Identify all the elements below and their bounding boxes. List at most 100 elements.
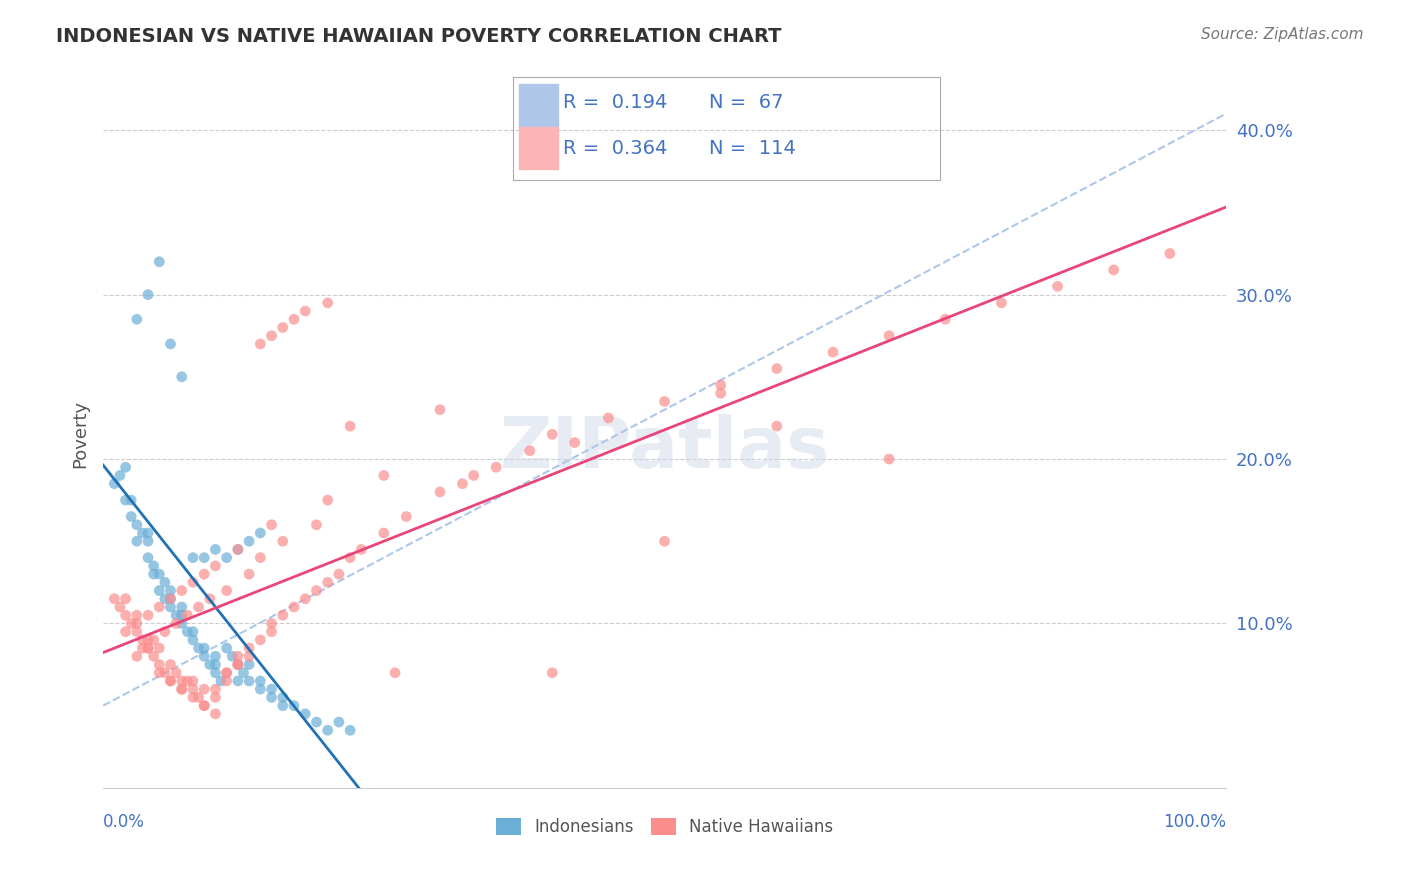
Point xyxy=(271,698,294,713)
Point xyxy=(165,665,187,680)
Y-axis label: Poverty: Poverty xyxy=(72,401,89,468)
Point xyxy=(159,673,181,688)
Text: ZIPatlas: ZIPatlas xyxy=(499,414,830,483)
Point xyxy=(176,624,198,639)
Point xyxy=(176,608,198,623)
Point xyxy=(131,526,153,541)
Point xyxy=(103,591,125,606)
Point xyxy=(204,682,226,697)
Point xyxy=(226,657,249,672)
Point xyxy=(654,394,676,409)
Point xyxy=(120,616,142,631)
Point xyxy=(305,714,328,729)
Point xyxy=(193,682,215,697)
Text: N =  67: N = 67 xyxy=(710,93,785,112)
Point xyxy=(165,608,187,623)
Point xyxy=(159,673,181,688)
Point xyxy=(136,632,159,647)
Point xyxy=(1102,263,1125,277)
Point xyxy=(159,591,181,606)
Point xyxy=(114,460,136,475)
Point xyxy=(120,509,142,524)
Text: R =  0.364: R = 0.364 xyxy=(564,138,668,158)
Point xyxy=(136,550,159,565)
Point xyxy=(260,328,283,343)
Point xyxy=(221,649,243,664)
Point xyxy=(142,558,165,573)
Point xyxy=(136,641,159,656)
Point xyxy=(226,673,249,688)
Point xyxy=(181,550,204,565)
Point xyxy=(108,599,131,614)
Point xyxy=(485,460,508,475)
Point xyxy=(153,575,176,590)
Point xyxy=(114,493,136,508)
Point xyxy=(204,649,226,664)
Point xyxy=(260,624,283,639)
Point xyxy=(193,698,215,713)
Point xyxy=(710,386,733,401)
Point xyxy=(305,583,328,598)
Point xyxy=(249,632,271,647)
Point xyxy=(181,624,204,639)
Text: 0.0%: 0.0% xyxy=(103,813,145,830)
Text: Source: ZipAtlas.com: Source: ZipAtlas.com xyxy=(1201,27,1364,42)
Point xyxy=(148,657,170,672)
Point xyxy=(260,682,283,697)
Point xyxy=(125,517,148,532)
Point xyxy=(170,682,193,697)
Point xyxy=(204,542,226,557)
Point xyxy=(541,665,564,680)
FancyBboxPatch shape xyxy=(519,127,558,169)
Point xyxy=(766,419,789,434)
Point xyxy=(238,657,260,672)
Point xyxy=(148,567,170,582)
Point xyxy=(429,484,451,499)
Point xyxy=(193,550,215,565)
Point xyxy=(125,608,148,623)
Point xyxy=(215,641,238,656)
Point xyxy=(181,575,204,590)
Point xyxy=(114,591,136,606)
Point xyxy=(148,254,170,268)
Point xyxy=(153,591,176,606)
Point xyxy=(877,328,900,343)
Point xyxy=(125,312,148,326)
Point xyxy=(125,649,148,664)
Point xyxy=(990,295,1012,310)
Point xyxy=(215,583,238,598)
Point xyxy=(395,509,418,524)
Point xyxy=(226,542,249,557)
Point xyxy=(114,624,136,639)
Point xyxy=(204,706,226,721)
Point xyxy=(193,649,215,664)
Point xyxy=(170,583,193,598)
Point xyxy=(328,567,350,582)
Point xyxy=(125,534,148,549)
Point xyxy=(125,616,148,631)
Point xyxy=(260,616,283,631)
Point xyxy=(148,665,170,680)
Point xyxy=(193,567,215,582)
Point xyxy=(181,682,204,697)
Point xyxy=(170,673,193,688)
Point xyxy=(159,337,181,351)
Point xyxy=(339,723,361,738)
Point xyxy=(181,690,204,705)
Point xyxy=(1046,279,1069,293)
Point xyxy=(181,673,204,688)
Point xyxy=(350,542,373,557)
Point xyxy=(142,632,165,647)
Point xyxy=(463,468,485,483)
Point xyxy=(165,616,187,631)
Point xyxy=(238,649,260,664)
Point xyxy=(193,698,215,713)
Point xyxy=(204,690,226,705)
Point xyxy=(564,435,586,450)
Point xyxy=(170,682,193,697)
Point xyxy=(232,665,254,680)
Point xyxy=(384,665,406,680)
Point xyxy=(249,550,271,565)
Point xyxy=(328,714,350,729)
Point xyxy=(193,641,215,656)
